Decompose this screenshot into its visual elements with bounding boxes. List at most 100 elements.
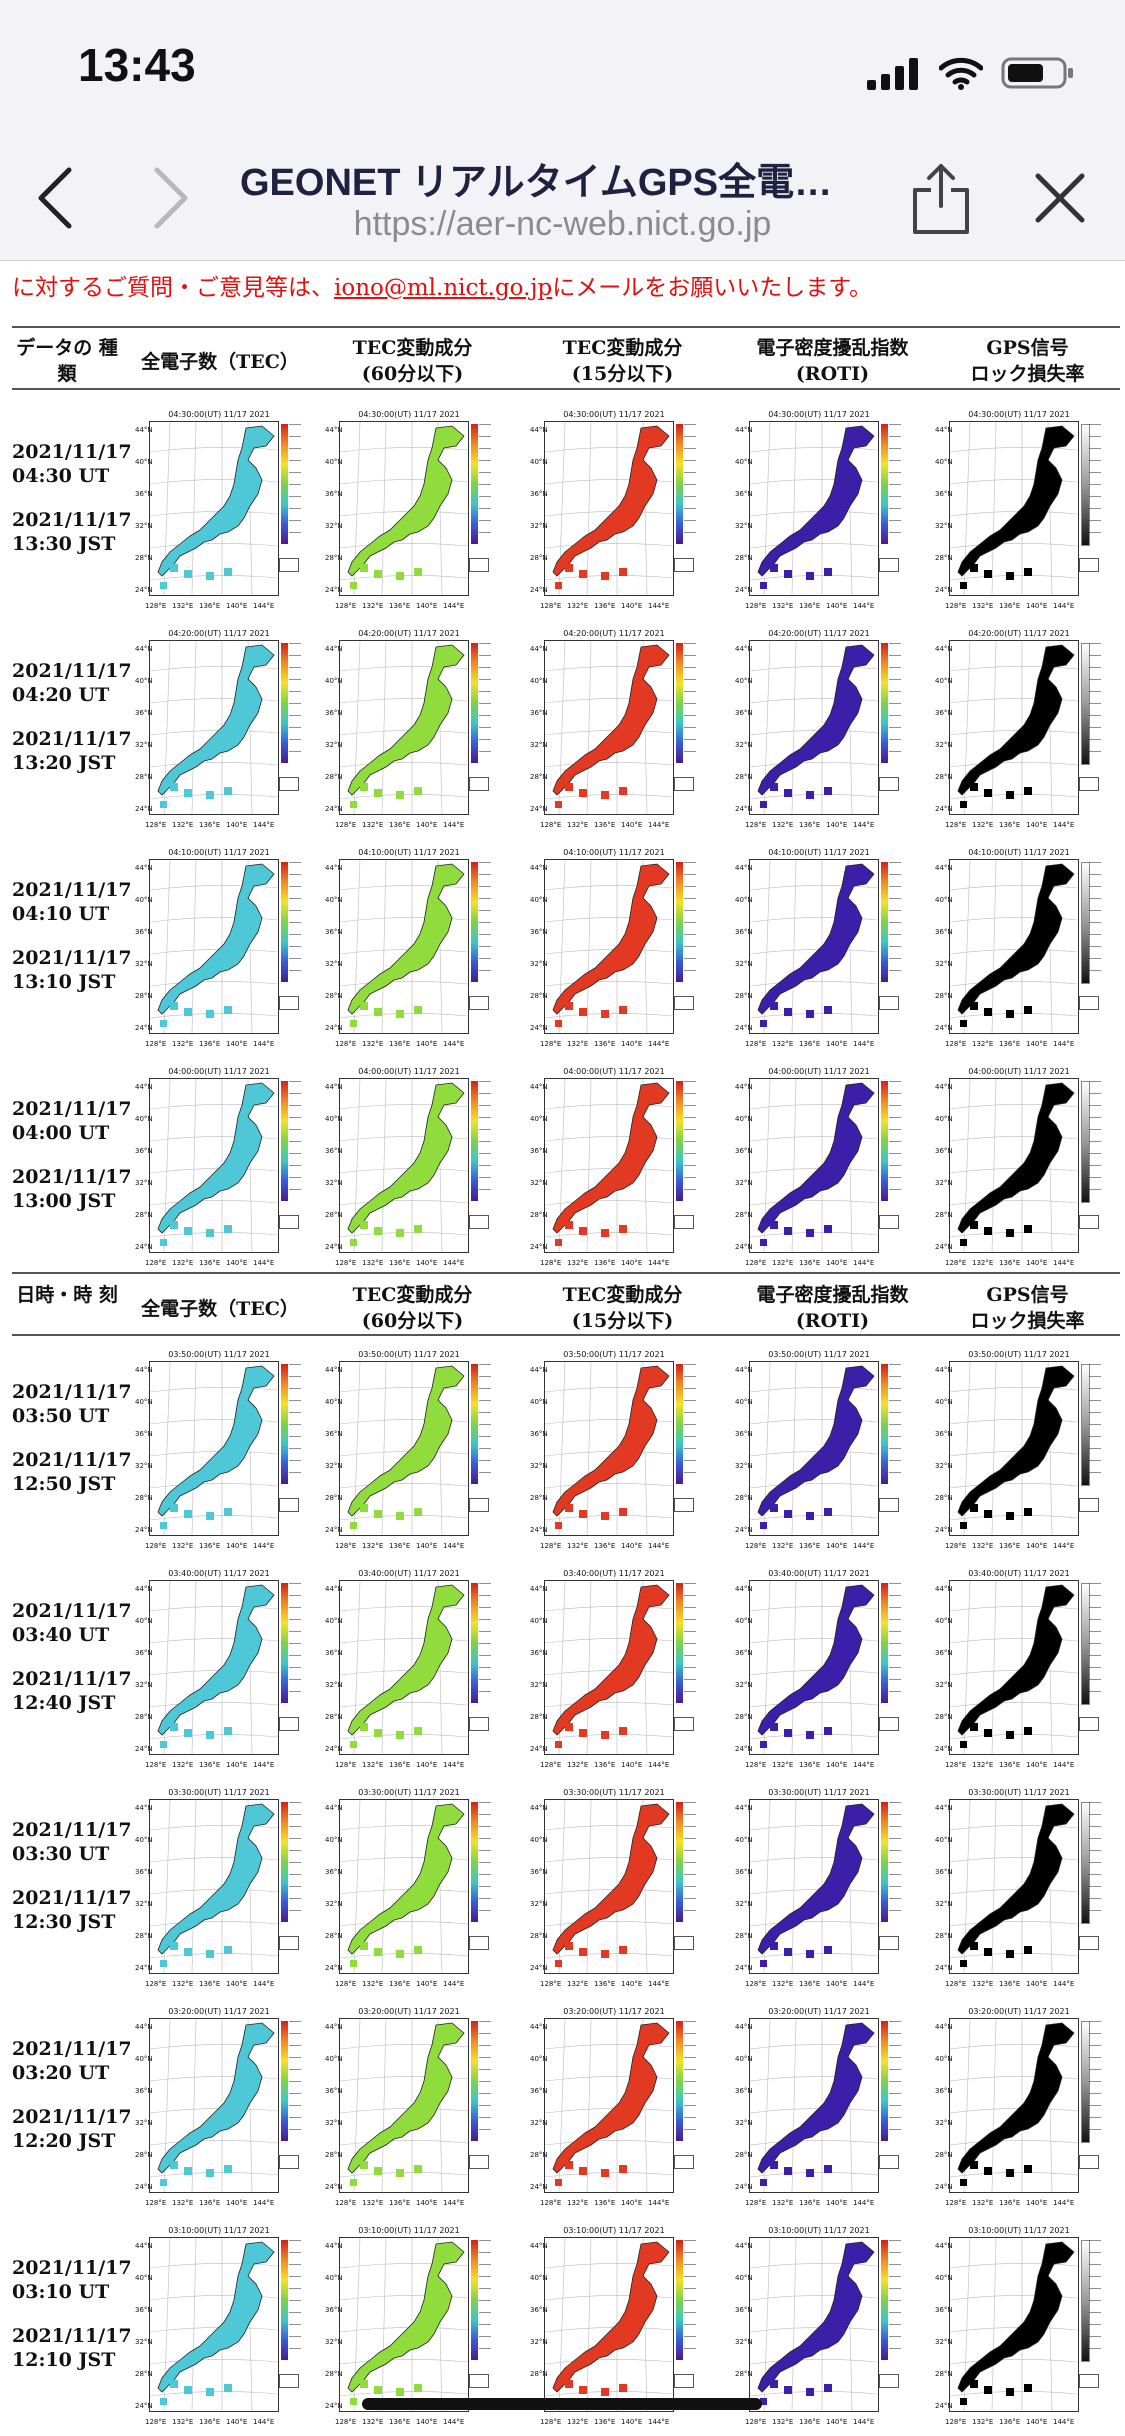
map-lock-loss[interactable]: 03:40:00(UT) 11/17 2021 44°N 40°N 36°N 32°N 2… [935,1569,1103,1769]
map-tec-60min[interactable]: 04:20:00(UT) 11/17 2021 44°N 40°N 36°N 32°N 2… [325,629,493,829]
header-rule-2 [12,1334,1120,1336]
lat-tick-label: 44°N [935,1804,953,1812]
lat-tick-label: 40°N [325,2274,343,2282]
map-tec-15min[interactable]: 03:50:00(UT) 11/17 2021 44°N 40°N 36°N 32°N 2… [530,1350,698,1550]
lat-tick-label: 28°N [735,773,753,781]
map-lock-loss[interactable]: 04:00:00(UT) 11/17 2021 44°N 40°N 36°N 32°N 2… [935,1067,1103,1267]
map-title: 03:10:00(UT) 11/17 2021 [768,2226,870,2235]
map-roti[interactable]: 04:30:00(UT) 11/17 2021 44°N 40°N 36°N 32°N 2… [735,410,903,610]
lat-tick-label: 44°N [530,864,548,872]
lat-tick-label: 40°N [735,896,753,904]
map-legend-box [469,996,489,1010]
lon-tick-label: 144°E [1053,821,1075,829]
map-lock-loss[interactable]: 03:20:00(UT) 11/17 2021 44°N 40°N 36°N 32°N 2… [935,2007,1103,2207]
lon-tick-label: 132°E [567,602,589,610]
lon-tick-label: 144°E [648,1542,670,1550]
lat-tick-label: 28°N [135,1494,153,1502]
map-tec[interactable]: 03:30:00(UT) 11/17 2021 44°N 40°N 36°N 32°N 2… [135,1788,303,1988]
map-tec[interactable]: 03:20:00(UT) 11/17 2021 44°N 40°N 36°N 32°N 2… [135,2007,303,2207]
colorbar [281,2021,288,2141]
map-legend-box [279,1717,299,1731]
japan-map-graphic [545,1800,673,1973]
map-roti[interactable]: 04:00:00(UT) 11/17 2021 44°N 40°N 36°N 32°N 2… [735,1067,903,1267]
map-tec-60min[interactable]: 04:10:00(UT) 11/17 2021 44°N 40°N 36°N 32°N 2… [325,848,493,1048]
lon-tick-label: 140°E [621,1980,643,1988]
lon-tick-label: 128°E [945,1040,967,1048]
map-tec-15min[interactable]: 03:30:00(UT) 11/17 2021 44°N 40°N 36°N 32°N 2… [530,1788,698,1988]
lon-tick-label: 140°E [826,602,848,610]
map-tec-60min[interactable]: 04:00:00(UT) 11/17 2021 44°N 40°N 36°N 32°N 2… [325,1067,493,1267]
close-button[interactable] [1025,163,1095,233]
lon-tick-label: 144°E [253,1040,275,1048]
map-tec-15min[interactable]: 03:10:00(UT) 11/17 2021 44°N 40°N 36°N 32°N 2… [530,2226,698,2426]
map-lock-loss[interactable]: 03:10:00(UT) 11/17 2021 44°N 40°N 36°N 32°N 2… [935,2226,1103,2426]
lon-tick-label: 140°E [226,1542,248,1550]
map-tec[interactable]: 03:10:00(UT) 11/17 2021 44°N 40°N 36°N 32°N 2… [135,2226,303,2426]
map-tec-15min[interactable]: 03:20:00(UT) 11/17 2021 44°N 40°N 36°N 32°N 2… [530,2007,698,2207]
map-tec-15min[interactable]: 04:00:00(UT) 11/17 2021 44°N 40°N 36°N 32°N 2… [530,1067,698,1267]
map-tec-15min[interactable]: 04:20:00(UT) 11/17 2021 44°N 40°N 36°N 32°N 2… [530,629,698,829]
map-tec-60min[interactable]: 03:40:00(UT) 11/17 2021 44°N 40°N 36°N 32°N 2… [325,1569,493,1769]
header-text: TEC変動成分 [562,1284,683,1306]
map-title: 03:10:00(UT) 11/17 2021 [563,2226,665,2235]
utc-time: 2021/11/17 04:20 UT [12,660,132,706]
map-title: 03:40:00(UT) 11/17 2021 [563,1569,665,1578]
map-title: 03:20:00(UT) 11/17 2021 [168,2007,270,2016]
map-title: 03:10:00(UT) 11/17 2021 [358,2226,460,2235]
map-lock-loss[interactable]: 03:50:00(UT) 11/17 2021 44°N 40°N 36°N 32°N 2… [935,1350,1103,1550]
lon-tick-label: 136°E [999,821,1021,829]
map-tec[interactable]: 04:30:00(UT) 11/17 2021 44°N 40°N 36°N 32°N 2… [135,410,303,610]
map-tec-60min[interactable]: 03:20:00(UT) 11/17 2021 44°N 40°N 36°N 32°N 2… [325,2007,493,2207]
email-link[interactable]: iono@ml.nict.go.jp [334,275,553,301]
map-tec-15min[interactable]: 04:10:00(UT) 11/17 2021 44°N 40°N 36°N 32°N 2… [530,848,698,1048]
map-tec-60min[interactable]: 03:30:00(UT) 11/17 2021 44°N 40°N 36°N 32°N 2… [325,1788,493,1988]
map-roti[interactable]: 03:10:00(UT) 11/17 2021 44°N 40°N 36°N 32°N 2… [735,2226,903,2426]
map-tec[interactable]: 04:20:00(UT) 11/17 2021 44°N 40°N 36°N 32°N 2… [135,629,303,829]
map-tec-60min[interactable]: 03:10:00(UT) 11/17 2021 44°N 40°N 36°N 32°N 2… [325,2226,493,2426]
row-datetime: 2021/11/17 04:10 UT 2021/11/17 13:10 JST [12,878,132,994]
lat-tick-label: 24°N [530,1745,548,1753]
map-tec[interactable]: 03:40:00(UT) 11/17 2021 44°N 40°N 36°N 32°N 2… [135,1569,303,1769]
lat-tick-label: 36°N [135,1147,153,1155]
lon-tick-label: 140°E [416,1761,438,1769]
lon-tick-label: 136°E [799,1259,821,1267]
lon-tick-label: 144°E [853,2199,875,2207]
map-title: 03:40:00(UT) 11/17 2021 [968,1569,1070,1578]
lat-tick-label: 32°N [735,1179,753,1187]
utc-time: 2021/11/17 03:20 UT [12,2038,132,2084]
map-roti[interactable]: 03:20:00(UT) 11/17 2021 44°N 40°N 36°N 32°N 2… [735,2007,903,2207]
lon-tick-label: 144°E [253,821,275,829]
map-tec-60min[interactable]: 04:30:00(UT) 11/17 2021 44°N 40°N 36°N 32°N 2… [325,410,493,610]
map-tec-60min[interactable]: 03:50:00(UT) 11/17 2021 44°N 40°N 36°N 32°N 2… [325,1350,493,1550]
map-roti[interactable]: 04:20:00(UT) 11/17 2021 44°N 40°N 36°N 32°N 2… [735,629,903,829]
forward-button[interactable] [136,163,206,233]
lon-tick-label: 144°E [648,821,670,829]
back-button[interactable] [20,163,90,233]
map-frame [544,640,674,815]
lon-tick-label: 140°E [226,2418,248,2426]
map-lock-loss[interactable]: 04:30:00(UT) 11/17 2021 44°N 40°N 36°N 32°N 2… [935,410,1103,610]
lon-tick-label: 140°E [621,2199,643,2207]
map-tec[interactable]: 04:10:00(UT) 11/17 2021 44°N 40°N 36°N 32°N 2… [135,848,303,1048]
map-tec[interactable]: 03:50:00(UT) 11/17 2021 44°N 40°N 36°N 32°N 2… [135,1350,303,1550]
lon-tick-label: 128°E [540,1980,562,1988]
japan-map-graphic [950,641,1078,814]
colorbar [881,1081,888,1201]
map-roti[interactable]: 03:30:00(UT) 11/17 2021 44°N 40°N 36°N 32°N 2… [735,1788,903,1988]
url-label[interactable]: https://aer-nc-web.nict.go.jp [353,205,772,243]
lon-tick-label: 136°E [389,821,411,829]
map-lock-loss[interactable]: 04:10:00(UT) 11/17 2021 44°N 40°N 36°N 32°N 2… [935,848,1103,1048]
map-tec[interactable]: 04:00:00(UT) 11/17 2021 44°N 40°N 36°N 32°N 2… [135,1067,303,1267]
colorbar [881,1802,888,1922]
map-tec-15min[interactable]: 04:30:00(UT) 11/17 2021 44°N 40°N 36°N 32°N 2… [530,410,698,610]
map-lock-loss[interactable]: 03:30:00(UT) 11/17 2021 44°N 40°N 36°N 32°N 2… [935,1788,1103,1988]
share-button[interactable] [906,163,976,234]
map-roti[interactable]: 04:10:00(UT) 11/17 2021 44°N 40°N 36°N 32°N 2… [735,848,903,1048]
map-legend-box [879,1215,899,1229]
lon-tick-label: 136°E [594,1761,616,1769]
map-lock-loss[interactable]: 04:20:00(UT) 11/17 2021 44°N 40°N 36°N 32°N 2… [935,629,1103,829]
map-roti[interactable]: 03:50:00(UT) 11/17 2021 44°N 40°N 36°N 32°N 2… [735,1350,903,1550]
map-roti[interactable]: 03:40:00(UT) 11/17 2021 44°N 40°N 36°N 32°N 2… [735,1569,903,1769]
lat-tick-label: 36°N [325,2306,343,2314]
map-tec-15min[interactable]: 03:40:00(UT) 11/17 2021 44°N 40°N 36°N 32°N 2… [530,1569,698,1769]
